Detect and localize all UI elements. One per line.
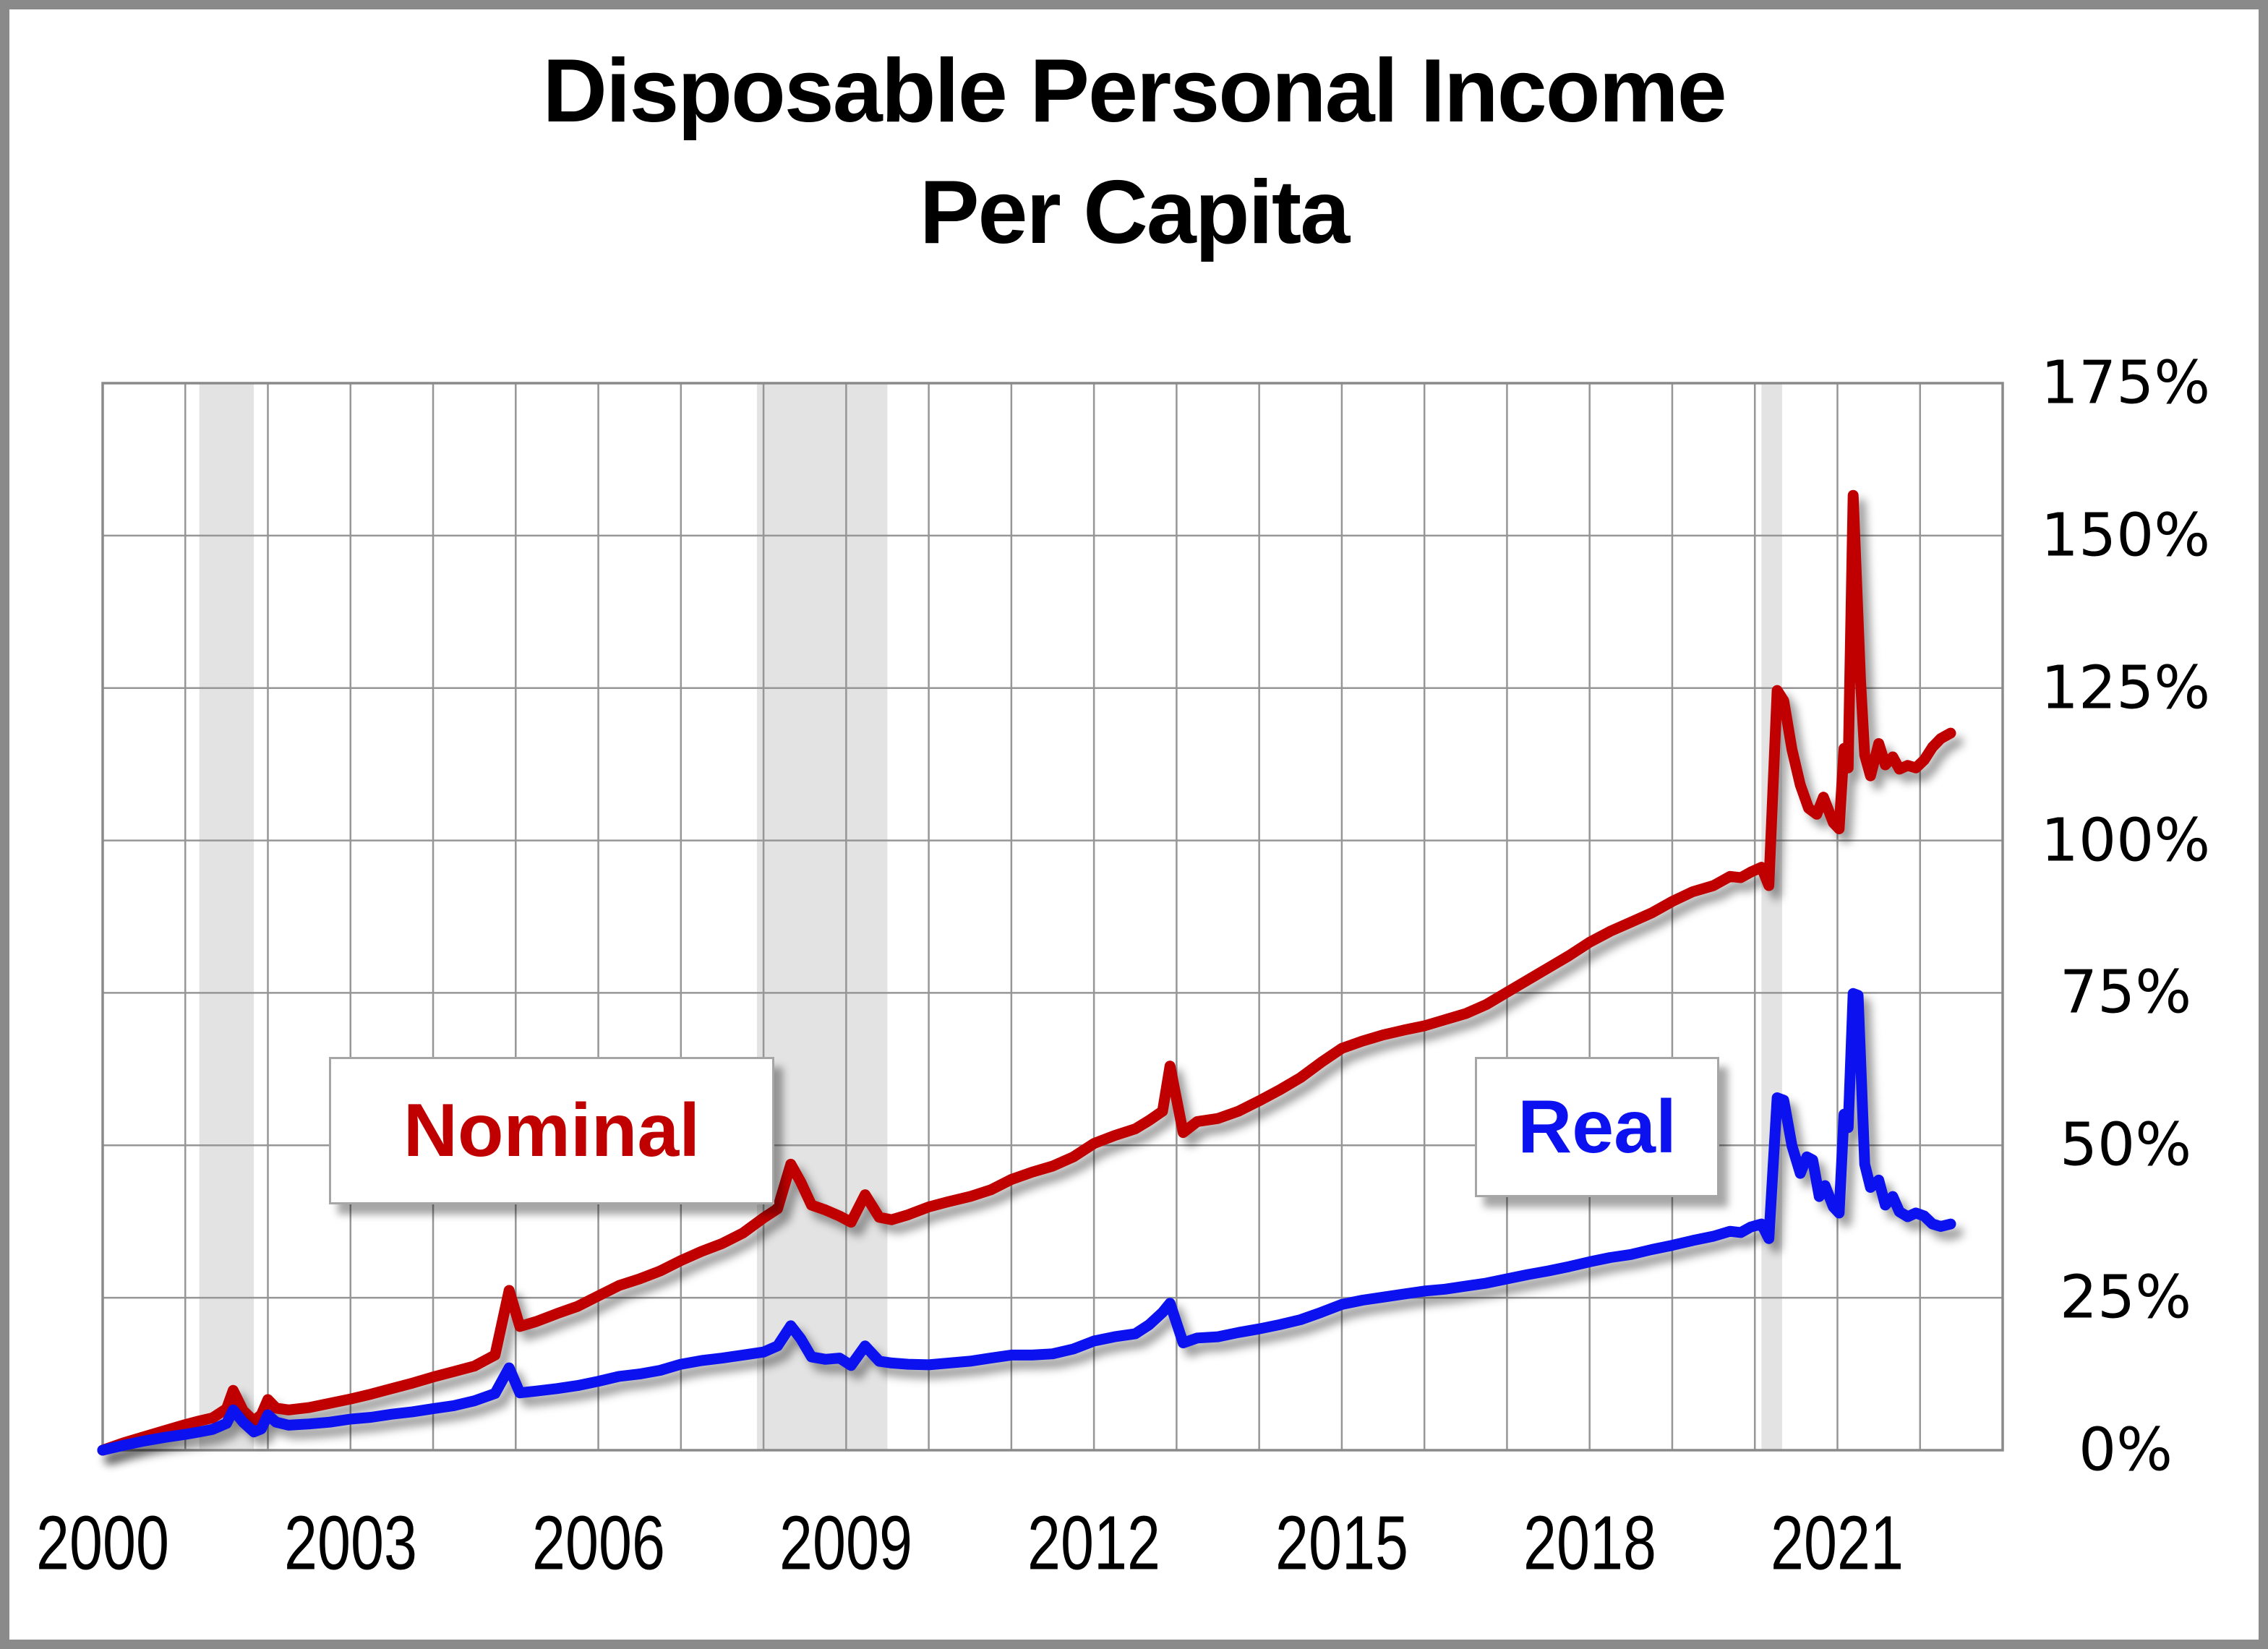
- series-line-nominal: [97, 489, 1956, 1456]
- x-tick-2015: 2015: [1275, 1500, 1408, 1586]
- y-tick-50: 50%: [2059, 1110, 2192, 1180]
- recession-band-0: [199, 383, 254, 1450]
- series-line-real: [97, 988, 1956, 1456]
- y-tick-150: 150%: [2040, 501, 2211, 570]
- real-series-label-box: Real: [1475, 1057, 1719, 1197]
- real-series-label: Real: [1518, 1084, 1677, 1169]
- recession-band-1: [756, 383, 888, 1450]
- x-tick-2021: 2021: [1771, 1500, 1904, 1586]
- x-tick-2006: 2006: [531, 1500, 665, 1586]
- plot-border: [101, 382, 2004, 1452]
- chart-title-line1: Disposable Personal Income: [542, 41, 1726, 141]
- x-tick-2000: 2000: [36, 1500, 169, 1586]
- series-lines: [97, 489, 1956, 1456]
- x-tick-2003: 2003: [283, 1500, 417, 1586]
- y-tick-125: 125%: [2040, 654, 2211, 723]
- nominal-series-label: Nominal: [403, 1088, 701, 1173]
- y-tick-25: 25%: [2059, 1263, 2192, 1332]
- chart-title: Disposable Personal Income Per Capita: [0, 30, 2268, 273]
- nominal-series-label-box: Nominal: [329, 1057, 774, 1204]
- y-tick-100: 100%: [2040, 806, 2211, 875]
- recession-bands: [199, 383, 1782, 1450]
- y-tick-0: 0%: [2078, 1415, 2173, 1485]
- x-tick-2009: 2009: [779, 1500, 913, 1586]
- chart-title-line2: Per Capita: [919, 163, 1350, 262]
- y-tick-175: 175%: [2040, 348, 2211, 418]
- x-tick-2018: 2018: [1523, 1500, 1656, 1586]
- gridlines: [101, 382, 2004, 1452]
- x-tick-2012: 2012: [1027, 1500, 1161, 1586]
- recession-band-2: [1761, 383, 1782, 1450]
- y-tick-75: 75%: [2059, 958, 2192, 1027]
